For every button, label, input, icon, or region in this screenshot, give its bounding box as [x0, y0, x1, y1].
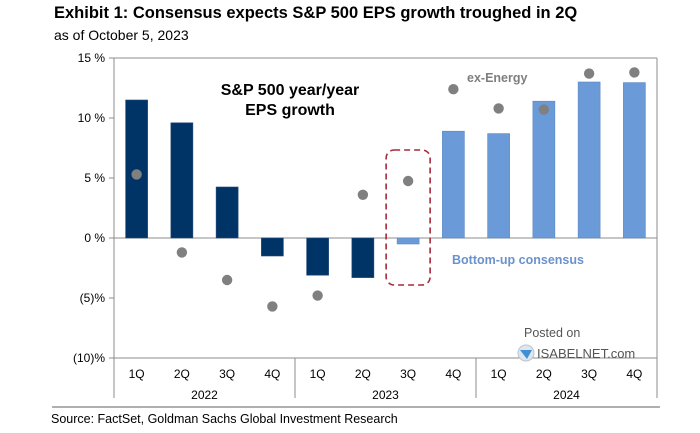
x-category-label: 4Q [445, 367, 461, 381]
bar [487, 133, 510, 239]
x-category-label: 4Q [264, 367, 280, 381]
bar [215, 186, 239, 239]
bar [623, 82, 646, 239]
ex-energy-dot [448, 84, 459, 95]
x-group-label: 2023 [372, 388, 399, 402]
watermark: Posted on ISABELNET.com [517, 326, 635, 362]
y-tick-label: 15 % [78, 51, 106, 65]
annotation-title-line1: S&P 500 year/year [221, 82, 359, 99]
bar [396, 237, 420, 245]
chart-subtitle: as of October 5, 2023 [54, 27, 189, 43]
bars [125, 81, 646, 278]
bar [442, 130, 465, 239]
x-category-label: 3Q [219, 367, 235, 381]
watermark-site: ISABELNET.com [537, 346, 635, 361]
x-category-label: 3Q [581, 367, 597, 381]
x-group-label: 2024 [553, 388, 580, 402]
x-category-label: 4Q [626, 367, 642, 381]
y-tick-label: 5 % [84, 171, 105, 185]
ex-energy-dot [221, 274, 233, 286]
isabelnet-logo-icon [517, 344, 535, 362]
y-tick-label: 0 % [84, 231, 105, 245]
bar [532, 100, 556, 239]
y-axis-ticks: 15 % 10 % 5 % 0 % (5)% (10)% [73, 51, 114, 365]
ex-energy-dot [312, 290, 323, 301]
annotation-title-line2: EPS growth [245, 102, 335, 119]
watermark-posted-on: Posted on [524, 326, 580, 340]
ex-energy-dot [629, 67, 640, 78]
bar [306, 237, 329, 276]
ex-energy-dot [583, 68, 595, 79]
ex-energy-dot [538, 104, 550, 115]
bar [125, 99, 148, 239]
x-category-label: 3Q [400, 367, 416, 381]
annotation-bottom-up-consensus: Bottom-up consensus [452, 253, 584, 267]
ex-energy-dot [493, 103, 504, 114]
x-category-label: 1Q [310, 367, 326, 381]
ex-energy-dot [267, 301, 278, 312]
annotation-ex-energy: ex-Energy [467, 71, 527, 85]
x-category-label: 1Q [491, 367, 507, 381]
y-tick-label: 10 % [78, 111, 106, 125]
x-category-label: 2Q [355, 367, 371, 381]
ex-energy-dot [357, 189, 369, 200]
highlight-dashed-box [385, 149, 431, 286]
annotations: S&P 500 year/year EPS growth ex-Energy B… [221, 71, 584, 286]
source-note: Source: FactSet, Goldman Sachs Global In… [51, 412, 398, 426]
axes [52, 57, 660, 408]
y-tick-label: (5)% [80, 291, 106, 305]
bar [261, 237, 284, 257]
x-axis-categories: 1Q 2Q 3Q 4Q 1Q 2Q 3Q 4Q 1Q 2Q 3Q 4Q 2022 2023 2024 [129, 358, 642, 402]
y-tick-label: (10)% [73, 351, 105, 365]
x-group-label: 2022 [191, 388, 218, 402]
bar [577, 81, 601, 239]
bar [170, 122, 194, 239]
ex-energy-dot [176, 247, 188, 258]
bar [351, 237, 375, 278]
chart-title: Exhibit 1: Consensus expects S&P 500 EPS… [54, 4, 578, 22]
x-category-label: 1Q [129, 367, 145, 381]
x-category-label: 2Q [174, 367, 190, 381]
ex-energy-dot [402, 175, 414, 187]
ex-energy-dot [131, 169, 142, 180]
x-category-label: 2Q [536, 367, 552, 381]
ex-energy-dots [131, 67, 640, 312]
